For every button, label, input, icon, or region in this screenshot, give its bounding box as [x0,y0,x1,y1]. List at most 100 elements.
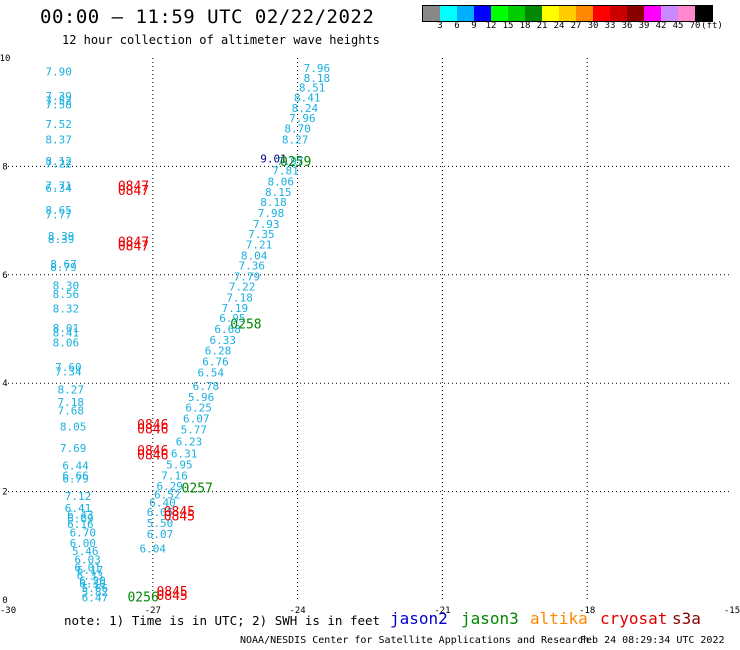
wave-height-value: 6.33 [210,334,237,347]
wave-height-value: 7.97 [277,155,304,168]
wave-height-value: 6.95 [219,312,246,325]
wave-height-value: 6.41 [65,502,92,515]
pass-time-label: 0847 [118,179,149,194]
wave-height-value: 6.29 [156,480,183,493]
footnote: note: 1) Time is in UTC; 2) SWH is in fe… [64,613,381,628]
wave-height-value: 8.65 [45,204,72,217]
wave-height-value: 6.07 [147,528,174,541]
wave-height-value: 7.21 [246,238,273,251]
y-tick-label: 8 [2,162,7,172]
wave-height-value: 8.67 [50,258,77,271]
wave-height-value: 8.15 [265,186,292,199]
x-tick-label: -21 [434,606,450,616]
wave-height-value: 5.77 [181,423,208,436]
wave-height-value: 7.81 [272,165,299,178]
color-swatch [576,6,593,21]
wave-height-value: 7.22 [45,158,72,171]
color-scale-label: 42 [655,21,667,31]
wave-height-value: 6.47 [82,591,109,604]
color-swatch [491,6,508,21]
pass-time-label: 0259 [280,155,311,170]
wave-height-value: 5.46 [72,545,99,558]
color-scale-label: 9 [471,21,477,31]
wave-height-value: 8.27 [282,133,309,146]
wave-height-value: 6.17 [77,564,104,577]
wave-height-value: 8.04 [241,249,268,262]
wave-height-value: 6.04 [140,543,167,556]
wave-height-value: 8.24 [292,102,319,115]
color-swatch [457,6,474,21]
wave-height-value: 8.06 [267,176,294,189]
wave-height-value: 7.12 [65,490,92,503]
pass-time-label: 0846 [137,448,168,463]
wave-height-value: 7.60 [55,361,82,374]
x-tick-label: -30 [0,606,16,616]
wave-height-value: 8.41 [294,92,321,105]
wave-height-value: 6.01 [74,561,101,574]
color-scale-label: 36 [621,21,633,31]
wave-height-value: 7.18 [57,396,84,409]
wave-height-value: 7.18 [226,292,253,305]
pass-time-label: 0257 [182,481,213,496]
wave-height-value: 7.96 [304,62,331,75]
color-scale-label: 12 [485,21,497,31]
y-tick-label: 4 [2,379,7,389]
pass-time-label: 0846 [137,418,168,433]
wave-height-value: 6.25 [185,402,212,415]
color-scale-label: 24 [553,21,565,31]
wave-height-value: 6.23 [176,436,203,449]
wave-height-value: 8.06 [53,337,80,350]
credit-text: NOAA/NESDIS Center for Satellite Applica… [240,635,590,646]
pass-time-label: 0847 [118,240,149,255]
wave-height-value: 7.52 [45,118,72,131]
wave-height-value: 5.96 [188,391,215,404]
color-scale-label: 39 [638,21,650,31]
wave-height-value: 6.33 [77,570,104,583]
map-title: 00:00 – 11:59 UTC 02/22/2022 [40,6,375,28]
wave-height-value: 8.30 [53,280,80,293]
wave-height-value: 6.66 [62,469,89,482]
color-swatch [440,6,457,21]
x-tick-label: -15 [724,606,740,616]
wave-height-value: 6.68 [214,323,241,336]
wave-height-value: 8.37 [45,133,72,146]
wave-height-value: 6.52 [154,488,181,501]
wave-height-value: 5.95 [166,459,193,472]
color-swatch [610,6,627,21]
wave-height-value: 6.40 [149,496,176,509]
wave-height-value: 6.05 [147,506,174,519]
color-scale-label: 21 [536,21,548,31]
wave-height-value: 6.20 [79,574,106,587]
wave-height-value: 7.39 [45,90,72,103]
color-swatch [661,6,678,21]
wave-height-value: 8.01 [53,322,80,335]
satellite-jason3: jason3 [461,609,519,628]
color-swatch [508,6,525,21]
color-scale-label: (ft) [701,21,723,31]
y-tick-label: 2 [2,488,7,498]
color-scale-bar [422,5,713,22]
color-swatch [525,6,542,21]
wave-height-value: 5.50 [147,517,174,530]
pass-time-label: 0256 [127,590,158,605]
pass-time-label: 0845 [164,510,195,525]
color-scale-label: 33 [604,21,616,31]
wave-height-value: 5.66 [82,582,109,595]
wave-height-value: 7.34 [55,365,82,378]
wave-height-value: 7.96 [289,112,316,125]
color-swatch [559,6,576,21]
wave-height-value: 8.18 [260,196,287,209]
color-scale-label: 18 [519,21,531,31]
y-tick-label: 10 [0,54,10,64]
wave-height-value: 6.69 [67,513,94,526]
wave-height-value: 7.90 [45,66,72,79]
color-swatch [695,6,712,21]
color-swatch [644,6,661,21]
wave-height-value: 8.56 [53,288,80,301]
wave-height-value: 7.69 [60,442,87,455]
wave-height-value: 7.71 [45,179,72,192]
y-tick-label: 6 [2,271,7,281]
color-swatch [542,6,559,21]
color-scale-label: 27 [570,21,582,31]
wave-height-value: 8.51 [299,81,326,94]
